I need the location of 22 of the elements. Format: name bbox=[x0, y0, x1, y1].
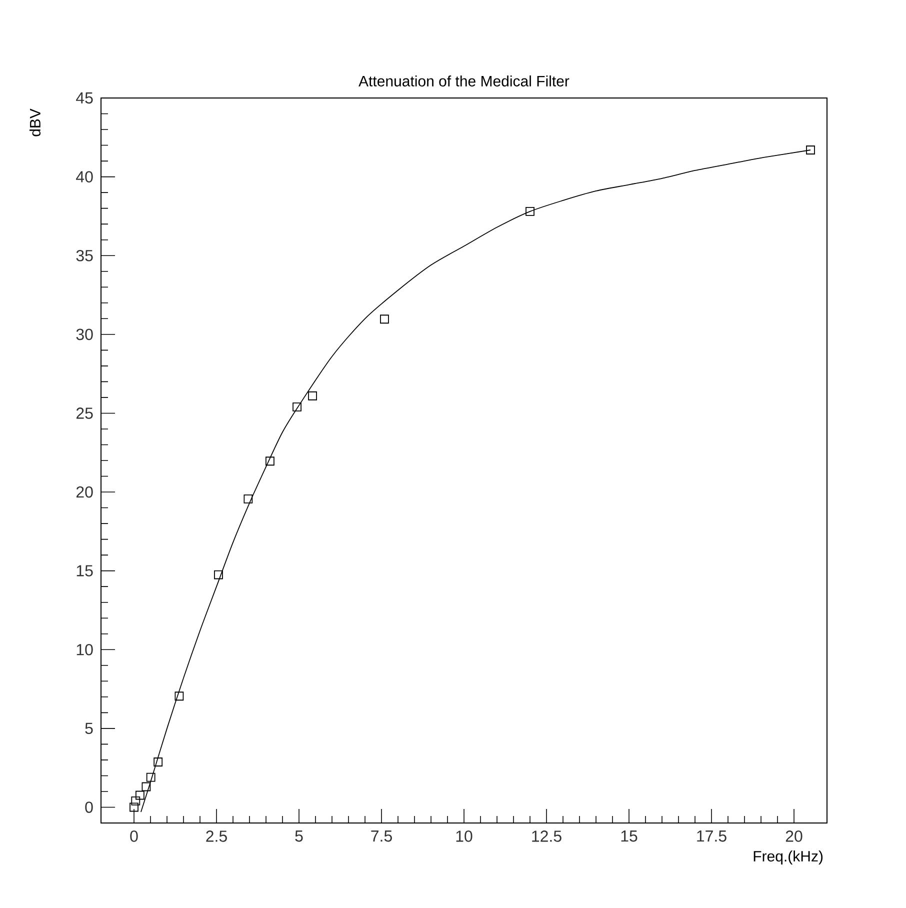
x-tick-label: 12.5 bbox=[532, 830, 562, 842]
y-tick-label: 0 bbox=[85, 802, 93, 813]
y-tick-label: 35 bbox=[76, 250, 93, 262]
y-axis-title: dBV bbox=[29, 108, 40, 136]
x-tick-label: 2.5 bbox=[206, 830, 227, 842]
x-tick-label: 0 bbox=[130, 830, 138, 842]
y-tick-label: 40 bbox=[76, 171, 93, 182]
x-tick-label: 10 bbox=[456, 830, 472, 842]
x-tick-label: 5 bbox=[295, 830, 303, 842]
x-tick-label: 7.5 bbox=[371, 830, 392, 842]
x-tick-label: 17.5 bbox=[697, 830, 726, 842]
y-tick-label: 10 bbox=[76, 644, 93, 656]
y-tick-label: 30 bbox=[76, 328, 93, 340]
y-tick-label: 15 bbox=[76, 565, 93, 576]
x-tick-label: 20 bbox=[786, 830, 802, 842]
y-tick-label: 5 bbox=[85, 722, 93, 734]
x-tick-label: 15 bbox=[621, 830, 638, 842]
x-axis-title: Freq.(kHz) bbox=[754, 850, 823, 865]
y-tick-label: 45 bbox=[76, 92, 93, 104]
y-tick-label: 20 bbox=[76, 486, 93, 498]
y-tick-label: 25 bbox=[76, 408, 93, 419]
chart-title: Attenuation of the Medical Filter bbox=[358, 75, 570, 86]
